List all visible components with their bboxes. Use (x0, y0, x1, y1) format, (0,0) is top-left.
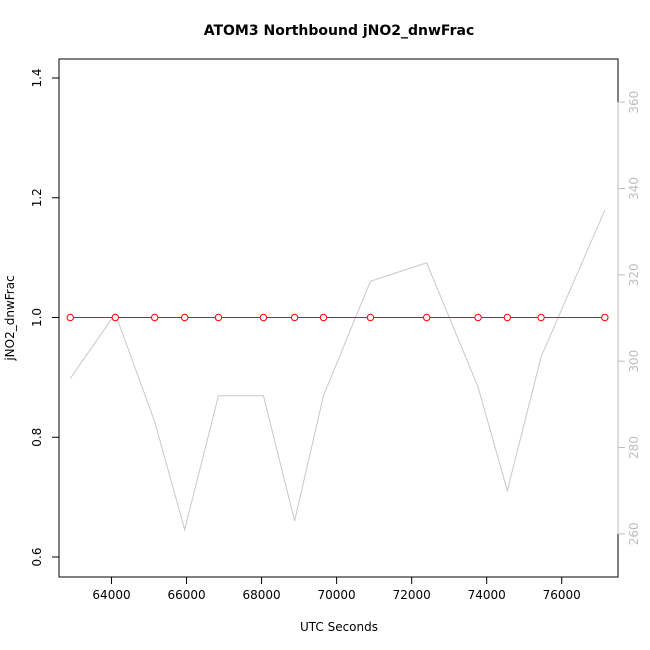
y2-tick-label: 320 (627, 263, 641, 286)
series-right-line (69, 209, 606, 532)
y2-tick-label: 280 (627, 436, 641, 459)
y2-axis-right: 260 280 300 320 340 360 (617, 91, 641, 545)
y2-tick-label: 360 (627, 91, 641, 114)
x-tick-label: 74000 (468, 588, 506, 602)
series-left-point (111, 313, 119, 322)
x-tick-label: 72000 (393, 588, 431, 602)
series-left-point (422, 313, 431, 322)
y-tick-label: 0.6 (30, 547, 44, 566)
y2-tick-label: 260 (627, 522, 641, 545)
x-axis-label: UTC Seconds (300, 620, 378, 634)
y-tick-label: 1.0 (30, 308, 44, 327)
series-left-point (290, 313, 299, 322)
x-tick-label: 68000 (242, 588, 280, 602)
x-tick-label: 70000 (318, 588, 356, 602)
series-left-point (503, 313, 512, 322)
y-tick-label: 0.8 (30, 428, 44, 447)
y-tick-label: 1.2 (30, 188, 44, 207)
series-layer (66, 209, 609, 532)
chart-title: ATOM3 Northbound jNO2_dnwFrac (204, 23, 475, 39)
y2-tick-label: 340 (627, 177, 641, 200)
series-left-point (180, 313, 189, 322)
series-left-point (537, 313, 545, 322)
y-tick-label: 1.4 (30, 68, 44, 87)
x-tick-label: 76000 (543, 588, 581, 602)
series-left-point (366, 313, 375, 322)
y2-tick-label: 300 (627, 350, 641, 373)
y-axis-label: jNO2_dnwFrac (3, 275, 17, 361)
y-axis: 0.6 0.8 1.0 1.2 1.4 (30, 68, 60, 567)
series-left-point (601, 313, 609, 322)
x-tick-label: 66000 (167, 588, 205, 602)
x-axis: 64000 66000 68000 70000 72000 74000 76000 (92, 576, 581, 602)
series-left-point (150, 313, 159, 322)
series-left-point (66, 313, 74, 322)
x-tick-label: 64000 (92, 588, 130, 602)
series-left-point (319, 313, 328, 322)
series-left-point (259, 313, 268, 322)
series-left-point (214, 313, 223, 322)
series-left-point (474, 313, 482, 322)
